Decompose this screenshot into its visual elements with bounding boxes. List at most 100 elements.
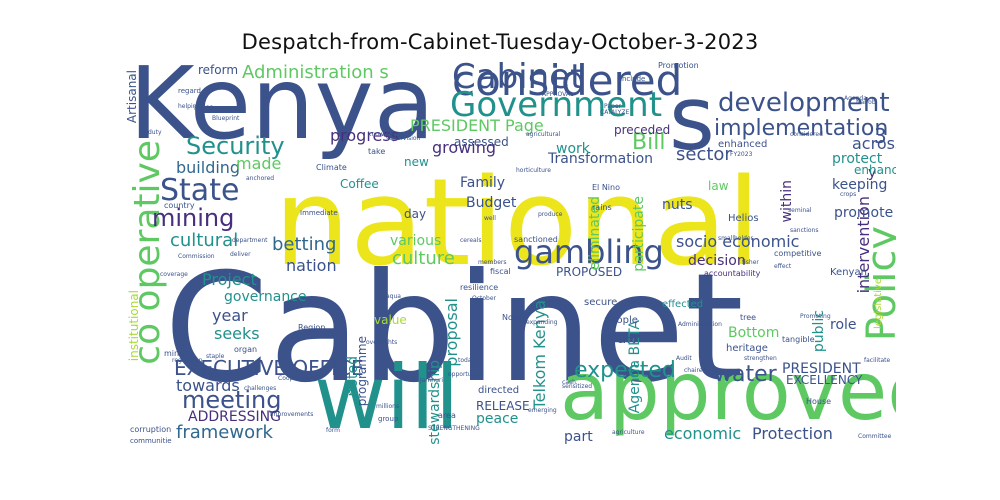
word-administration-s: Administration s [242, 62, 389, 83]
word-committee: Committee [858, 433, 892, 440]
word-proposed: PROPOSED [556, 265, 623, 279]
word-s: s [669, 67, 715, 170]
word-approved: approved [560, 345, 896, 438]
word-emerging: emerging [528, 407, 557, 414]
word-towards: towards [176, 376, 240, 395]
word-keeping: keeping [832, 177, 888, 193]
word-commission: Commission [178, 253, 215, 260]
word-plan: plan [602, 328, 637, 347]
word-stewardship: stewardship [427, 360, 443, 445]
word-expected: expected [574, 358, 676, 383]
word-promote: promote [834, 205, 894, 221]
word-directed: directed [478, 385, 520, 396]
word-kenyan: Kenyan [830, 267, 867, 278]
word-deliver: deliver [230, 251, 251, 258]
word-rains: rains [592, 203, 612, 212]
word-bottom: Bottom [728, 325, 780, 341]
word-peace: peace [476, 411, 519, 427]
word-cabinet: Cabinet [452, 60, 584, 97]
word-form: form [326, 427, 340, 434]
word-socio-economic: socio economic [676, 232, 800, 251]
word-take: take [368, 147, 386, 156]
word-anchored: anchored [246, 175, 275, 182]
word-crops: crops [840, 191, 857, 198]
word-culture: culture [392, 248, 455, 269]
word-national: national [274, 154, 761, 293]
word-agriculture: agriculture [612, 429, 645, 436]
word-y: y [868, 165, 877, 181]
word-october: October [472, 295, 497, 302]
word-day: day [404, 207, 427, 221]
word-reform: reform [198, 63, 239, 77]
word-coverage: coverage [160, 271, 188, 278]
word-within: within [779, 180, 795, 223]
word-duty: duty [148, 129, 162, 136]
word-resilience: resilience [460, 283, 499, 292]
word-knowledge: knowledge [368, 131, 401, 138]
word-development: development [718, 88, 890, 118]
word-government: Government [450, 85, 663, 125]
word-fisher: fisher [742, 259, 759, 266]
word-institutional: institutional [127, 290, 141, 362]
word-competitive: competitive [774, 249, 822, 258]
word-people: people [604, 315, 638, 326]
word-sector: sector [676, 144, 732, 165]
word-participate: participate [631, 196, 647, 272]
word-part: part [564, 429, 593, 445]
word-value: value [374, 313, 407, 327]
word-members: members [478, 259, 507, 266]
word-cultural: cultural [170, 230, 239, 251]
word-millions: millions [376, 403, 400, 410]
word-security: Security [186, 132, 285, 160]
word-role: role [830, 317, 857, 333]
word-horticulture: horticulture [516, 167, 551, 174]
word-improvements: improvements [270, 411, 314, 418]
word-immediate: Immediate [300, 209, 338, 217]
word-corruption: corruption [130, 425, 172, 434]
word-miners: miners [164, 349, 192, 358]
word-department: department [232, 237, 268, 244]
word-strengthening: STRENGTHENING [428, 425, 480, 432]
word-growing: growing [432, 138, 496, 157]
word-considered: considered [790, 131, 823, 138]
word-communitie: communitie [130, 437, 172, 445]
word-tangible: tangible [782, 335, 815, 344]
word-year: year [212, 306, 248, 325]
word-preceded: preceded [614, 123, 671, 137]
word-fiscal: fiscal [490, 267, 511, 276]
word-well: well [484, 215, 496, 222]
word-agenda-beta: Agenda BETA [627, 320, 643, 414]
word-administration: Administration [678, 321, 722, 328]
word-today: today [458, 357, 476, 364]
word-artisanal: Artisanal [125, 70, 139, 124]
word-cloud: CabinetnationalKenyawillapprovedsconside… [124, 60, 896, 448]
word-area: area [438, 411, 456, 420]
chart-title: Despatch-from-Cabinet-Tuesday-October-3-… [241, 30, 759, 54]
word-promotion: Promotion [658, 61, 699, 70]
word-3: 3 [874, 124, 887, 148]
word-heritage: heritage [726, 343, 768, 354]
word-expanding: expanding [526, 319, 558, 326]
word-seminal: seminal [788, 207, 812, 214]
word-made: made [236, 154, 282, 173]
word-meeting: meeting [182, 386, 282, 414]
word-seeks: seeks [214, 324, 260, 343]
word-blueprint: Blueprint [212, 115, 240, 122]
word-enhanced: enhanced [718, 139, 768, 150]
word-bill: Bill [632, 130, 666, 155]
word-jamhuri: Jamhuri [420, 377, 444, 384]
word-agricultural: agricultural [526, 131, 561, 138]
word-protection: Protection [752, 424, 833, 443]
word-nation: nation [286, 256, 337, 275]
word-climate: Climate [316, 163, 347, 172]
word-telkom-kenya: Telkom Kenya [530, 300, 549, 410]
word-region: Region [298, 323, 326, 332]
word-framework: framework [176, 422, 273, 443]
word-accountability: accountability [704, 269, 761, 278]
word-smallholder: smallholder [718, 235, 754, 242]
word-supervision: supervision [386, 135, 421, 142]
word-gambling: gambling [514, 233, 664, 271]
word-cabinet: Cabinet [164, 242, 744, 416]
word-country: country [164, 201, 195, 210]
word-aqua: aqua [386, 293, 401, 300]
